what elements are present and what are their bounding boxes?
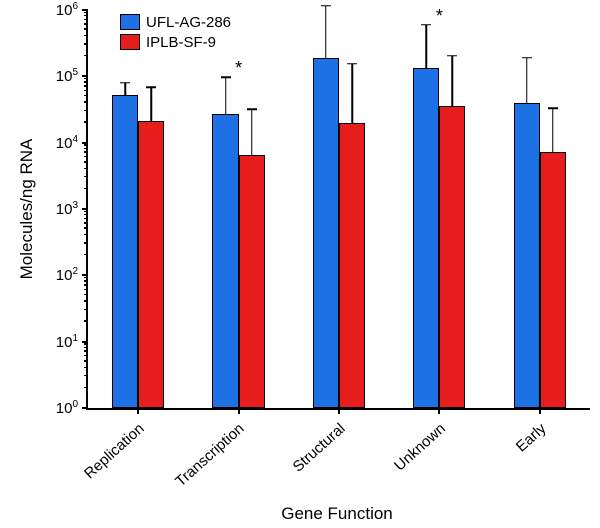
significance-marker: * — [436, 6, 443, 27]
y-tick-label: 104 — [56, 134, 88, 152]
y-tick-label: 102 — [56, 266, 88, 284]
x-tick-label: Unknown — [391, 420, 449, 474]
plot-area: 100101102103104105106*** — [86, 10, 590, 410]
legend-label: UFL-AG-286 — [146, 14, 231, 31]
bar-ufl-ag-286 — [112, 95, 138, 408]
significance-marker: * — [235, 58, 242, 79]
x-tick-label: Structural — [289, 420, 348, 476]
y-tick-label: 105 — [56, 67, 88, 85]
bar-iplb-sf-9 — [439, 106, 465, 408]
y-tick-label: 103 — [56, 200, 88, 218]
x-tick-label: Early — [512, 420, 549, 456]
bar-ufl-ag-286 — [413, 68, 439, 408]
bar-iplb-sf-9 — [239, 155, 265, 408]
bar-ufl-ag-286 — [514, 103, 540, 408]
y-tick-label: 106 — [56, 1, 88, 19]
legend-label: IPLB-SF-9 — [146, 34, 216, 51]
bar-iplb-sf-9 — [540, 152, 566, 408]
molecules-per-ng-rna-chart: 100101102103104105106*** Molecules/ng RN… — [0, 0, 600, 528]
legend-item: IPLB-SF-9 — [120, 32, 231, 52]
significance-marker: * — [335, 0, 342, 8]
legend-swatch — [120, 14, 140, 30]
legend-item: UFL-AG-286 — [120, 12, 231, 32]
legend-swatch — [120, 34, 140, 50]
y-tick-label: 101 — [56, 333, 88, 351]
bar-ufl-ag-286 — [313, 58, 339, 408]
legend: UFL-AG-286 IPLB-SF-9 — [120, 12, 231, 52]
y-axis-label: Molecules/ng RNA — [17, 139, 37, 280]
x-tick-label: Replication — [81, 420, 148, 482]
y-tick-label: 100 — [56, 399, 88, 417]
x-tick-label: Transcription — [173, 420, 248, 490]
bar-iplb-sf-9 — [138, 121, 164, 408]
bar-iplb-sf-9 — [339, 123, 365, 408]
x-axis-label: Gene Function — [281, 504, 393, 524]
bar-ufl-ag-286 — [212, 114, 238, 408]
